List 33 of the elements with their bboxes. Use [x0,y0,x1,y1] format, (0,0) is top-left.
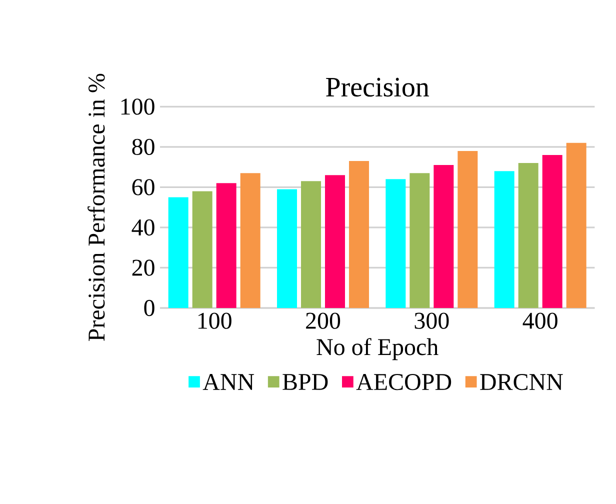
legend-label: ANN [202,374,254,390]
y-tick-label: 100 [121,98,154,115]
bar [566,142,586,308]
bar [434,165,454,308]
bar [240,173,260,308]
y-tick-label: 40 [132,219,154,236]
y-axis-title: Precision Performance in % [88,74,105,341]
bar [325,175,345,308]
y-tick-label: 0 [144,300,154,316]
bar [518,163,538,308]
bar [301,181,321,308]
x-tick-label: 300 [414,312,449,329]
legend-label: BPD [282,374,328,390]
bar [216,183,236,308]
bar [458,150,478,308]
x-axis-title: No of Epoch [316,338,438,360]
y-tick-label: 80 [132,138,154,156]
x-tick-label: 200 [306,312,340,329]
x-tick-label: 400 [522,312,558,329]
bar [192,191,212,308]
bar [277,189,298,308]
y-tick-label: 60 [132,179,154,196]
legend-label: AECOPD [356,374,452,390]
chart-title: Precision [326,78,430,97]
legend-label: DRCNN [480,374,563,390]
bar [168,197,188,308]
bar [386,179,406,308]
bar [494,171,514,308]
bar [410,173,430,308]
bar [349,161,369,308]
x-tick-label: 100 [198,312,232,329]
bar [542,154,562,308]
y-tick-label: 20 [132,260,154,276]
